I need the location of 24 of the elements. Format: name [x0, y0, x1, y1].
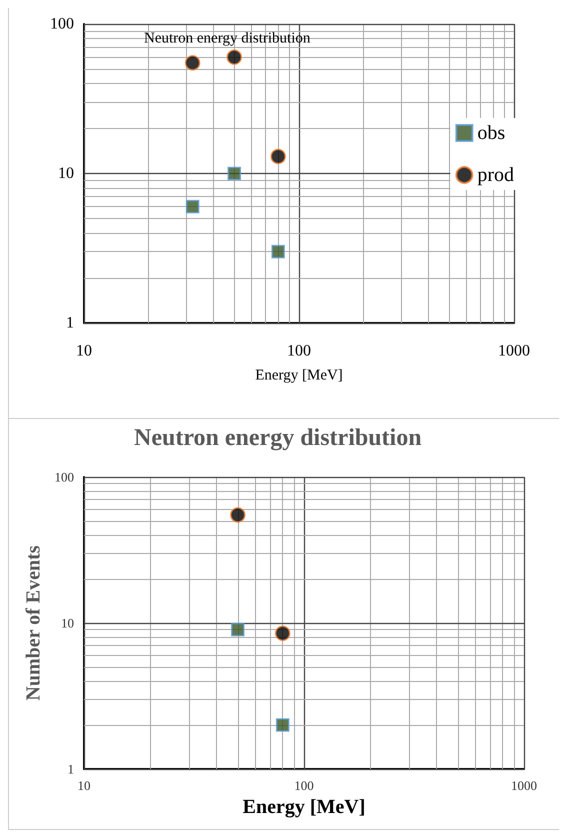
point	[184, 55, 200, 71]
point	[270, 148, 286, 164]
x-axis-title: Energy [MeV]	[242, 796, 366, 818]
point	[186, 200, 200, 214]
chart-title: Neutron energy distribution	[144, 30, 311, 46]
y-tick-label: 1	[66, 314, 74, 332]
y-tick-label: 100	[54, 470, 74, 484]
point	[271, 244, 285, 258]
x-tick-label: 1000	[511, 778, 537, 793]
point	[226, 49, 242, 65]
y-tick-label: 100	[50, 16, 74, 32]
x-tick-label: 1000	[498, 342, 530, 360]
point	[228, 166, 242, 180]
y-tick-label: 10	[58, 165, 74, 182]
y-axis-title: Number of Events	[22, 545, 45, 701]
legend-label: obs	[477, 122, 506, 144]
chart-title: Neutron energy distribution	[134, 425, 422, 451]
x-axis-title: Energy [MeV]	[255, 368, 343, 384]
legend-label: prod	[477, 164, 514, 186]
x-tick-label: 100	[287, 342, 311, 360]
x-tick-label: 100	[294, 778, 314, 793]
y-tick-label: 10	[61, 616, 74, 630]
x-tick-label: 10	[78, 778, 90, 793]
y-tick-label: 1	[68, 762, 74, 776]
